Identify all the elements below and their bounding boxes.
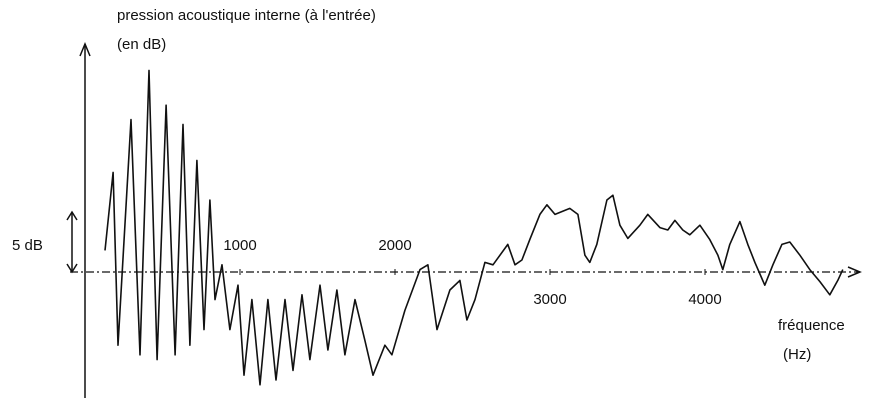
scale-bar-arrow [66,210,78,274]
x-axis-arrow [847,266,862,278]
x-tick-label: 1000 [223,237,256,254]
x-axis-label: fréquence [778,317,845,334]
x-tick-label: 2000 [378,237,411,254]
y-axis-arrow [79,42,91,57]
x-axis-label: (Hz) [783,346,811,363]
y-axis-label: pression acoustique interne (à l'entrée) [117,7,376,24]
x-tick-label: 3000 [533,291,566,308]
data-line [104,69,844,386]
x-tick-label: 4000 [688,291,721,308]
scale-bar-label: 5 dB [12,237,43,254]
y-axis-label: (en dB) [117,36,166,53]
